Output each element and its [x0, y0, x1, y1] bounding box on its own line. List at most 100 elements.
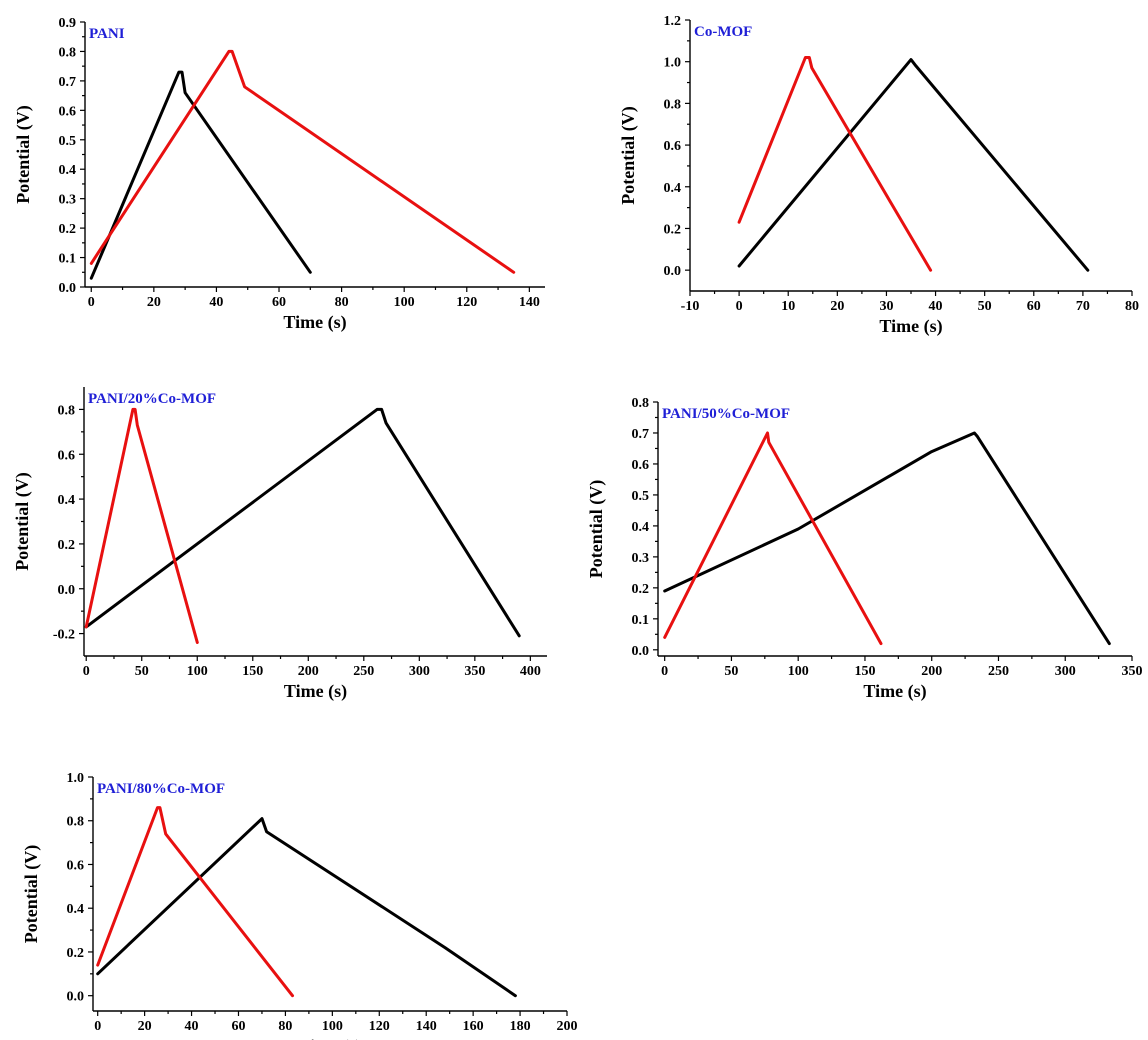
x-tick-label: 0	[88, 295, 95, 310]
x-tick-label: 120	[456, 295, 477, 310]
y-axis-title: Potential (V)	[586, 480, 607, 578]
x-tick-label: 80	[1125, 299, 1139, 314]
x-tick-label: 0	[661, 664, 668, 679]
y-tick-label: 1.2	[664, 14, 682, 29]
y-tick-label: 0.4	[58, 493, 76, 508]
y-tick-label: 0.8	[67, 815, 85, 830]
series-line-red	[96, 806, 294, 998]
series-line-red	[89, 49, 516, 274]
series-line-black	[663, 431, 1111, 646]
y-tick-label: 1.0	[67, 771, 85, 786]
y-tick-label: 0.0	[58, 583, 76, 598]
y-tick-label: 0.4	[632, 520, 650, 535]
x-tick-label: 50	[135, 664, 149, 679]
x-tick-label: 140	[416, 1019, 437, 1034]
y-tick-label: 0.3	[59, 193, 77, 208]
x-tick-label: 10	[781, 299, 795, 314]
panel-pani-80-co-mof: 0 20 40 60 80 100 120 140 160 180 200 0.0 0.2 0.4 0.6 0…	[21, 771, 578, 1040]
x-axis-title: Time (s)	[298, 1036, 361, 1040]
y-tick-label: 0.2	[67, 946, 85, 961]
y-tick-label: 0.1	[59, 252, 77, 267]
series-line-black	[89, 70, 312, 280]
x-tick-label: 40	[209, 295, 223, 310]
x-tick-label: 150	[854, 664, 875, 679]
y-tick-label: 0.2	[632, 582, 650, 597]
panel-co-mof: -10 0 10 20 30 40 50 60 70 80 0.0 0.2 0.4 0.6 0.8 1.0 1.…	[618, 14, 1139, 337]
x-tick-label: 180	[510, 1019, 531, 1034]
series-line-black	[737, 58, 1090, 272]
x-tick-label: 250	[988, 664, 1009, 679]
y-tick-label: 0.2	[59, 222, 77, 237]
y-tick-label: 0.4	[67, 902, 85, 917]
y-tick-label: 0.4	[59, 163, 77, 178]
x-tick-label: 350	[1122, 664, 1143, 679]
x-tick-label: 30	[879, 299, 893, 314]
x-tick-label: 20	[138, 1019, 152, 1034]
y-tick-label: 0.6	[58, 448, 76, 463]
x-tick-label: 150	[242, 664, 263, 679]
panel-pani: 0 20 40 60 80 100 120 140 0.0 0.1 0.2 0.3 0.4 0.5 0.6 0…	[13, 16, 545, 333]
y-tick-label: 0.0	[59, 281, 77, 296]
x-tick-label: 60	[1027, 299, 1041, 314]
x-tick-label: 200	[921, 664, 942, 679]
y-tick-label: 0.5	[59, 134, 77, 149]
x-axis-title: Time (s)	[283, 312, 346, 333]
x-tick-label: 0	[83, 664, 90, 679]
x-tick-label: 50	[978, 299, 992, 314]
y-tick-label: 0.2	[664, 222, 682, 237]
y-tick-label: 0.4	[664, 181, 682, 196]
x-tick-label: 300	[409, 664, 430, 679]
series-line-black	[84, 407, 521, 638]
panel-title: PANI/80%Co-MOF	[97, 781, 225, 797]
y-tick-label: 0.0	[664, 264, 682, 279]
y-tick-label: 0.8	[664, 97, 682, 112]
y-tick-label: 0.5	[632, 489, 650, 504]
panel-title: Co-MOF	[694, 24, 752, 40]
x-tick-label: 40	[929, 299, 943, 314]
y-tick-label: 0.8	[632, 396, 650, 411]
x-tick-label: 200	[557, 1019, 578, 1034]
series-line-red	[737, 56, 933, 272]
series-line-red	[663, 431, 883, 646]
y-tick-label: 0.8	[59, 45, 77, 60]
x-tick-label: 60	[272, 295, 286, 310]
x-tick-label: 0	[94, 1019, 101, 1034]
x-tick-label: 20	[147, 295, 161, 310]
x-tick-label: 400	[520, 664, 541, 679]
y-tick-label: 0.6	[67, 858, 85, 873]
panel-pani-50-co-mof: 0 50 100 150 200 250 300 350 0.0 0.1 0.2 0.3 0.4 0.5 0…	[586, 396, 1143, 702]
x-tick-label: 350	[464, 664, 485, 679]
x-axis-title: Time (s)	[284, 681, 347, 702]
y-tick-label: 0.2	[58, 538, 76, 553]
y-tick-label: 0.3	[632, 551, 650, 566]
x-tick-label: 250	[353, 664, 374, 679]
y-axis-title: Potential (V)	[12, 472, 33, 570]
y-tick-label: 0.1	[632, 613, 650, 628]
x-tick-label: 100	[394, 295, 415, 310]
panel-title: PANI/20%Co-MOF	[88, 391, 216, 407]
series-line-red	[84, 407, 199, 644]
x-axis-title: Time (s)	[879, 316, 942, 337]
x-tick-label: 100	[322, 1019, 343, 1034]
y-tick-label: 0.6	[632, 458, 650, 473]
x-tick-label: 50	[724, 664, 738, 679]
y-axis-title: Potential (V)	[618, 106, 639, 204]
panel-title: PANI/50%Co-MOF	[662, 406, 790, 422]
x-axis-title: Time (s)	[863, 681, 926, 702]
y-tick-label: 0.0	[632, 644, 650, 659]
y-axis-title: Potential (V)	[13, 105, 34, 203]
series-line-black	[96, 817, 517, 998]
y-tick-label: 0.8	[58, 403, 76, 418]
y-axis-title: Potential (V)	[21, 845, 42, 943]
x-tick-label: 120	[369, 1019, 390, 1034]
x-tick-label: 100	[788, 664, 809, 679]
y-tick-label: 0.0	[67, 990, 85, 1005]
y-tick-label: -0.2	[53, 628, 75, 643]
y-tick-label: 0.9	[59, 16, 77, 31]
x-tick-label: 300	[1055, 664, 1076, 679]
x-tick-label: -10	[681, 299, 700, 314]
y-tick-label: 0.6	[664, 139, 682, 154]
x-tick-label: 0	[736, 299, 743, 314]
x-tick-label: 80	[335, 295, 349, 310]
y-tick-label: 0.7	[632, 427, 650, 442]
